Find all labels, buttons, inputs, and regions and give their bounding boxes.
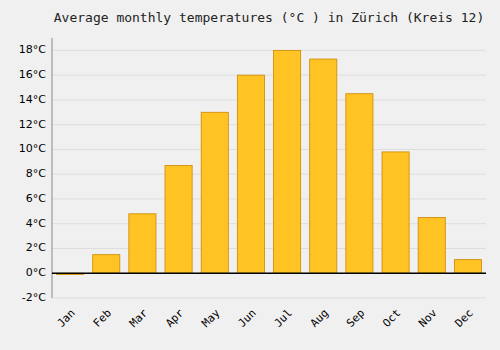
bar — [237, 75, 264, 273]
grid — [52, 50, 486, 298]
grid-line — [52, 298, 486, 299]
bars — [57, 50, 482, 274]
y-tick-label: 2°C — [26, 241, 46, 254]
bar — [129, 214, 156, 273]
x-tick-label: Jul — [272, 307, 295, 330]
y-tick-label: 12°C — [19, 118, 46, 131]
x-tick-label: Feb — [91, 307, 114, 330]
x-tick-label: May — [199, 306, 223, 330]
chart-container: Average monthly temperatures (°C ) in Zü… — [0, 0, 500, 350]
y-tick-label: 6°C — [26, 192, 46, 205]
y-tick-label: 0°C — [26, 266, 46, 279]
grid-line — [52, 50, 486, 51]
grid-line — [52, 124, 486, 125]
zero-line — [52, 272, 486, 274]
y-tick-label: 18°C — [19, 43, 46, 56]
x-axis: Jan Feb Mar Apr May Jun Jul Aug Sep Oct Nov Dec — [55, 306, 476, 330]
x-tick-label: Dec — [452, 307, 475, 330]
bar — [201, 112, 228, 273]
bar — [310, 59, 337, 273]
x-tick-label: Jun — [235, 307, 258, 330]
y-axis: -2°C 0°C 2°C 4°C 6°C 8°C 10°C 12°C 14°C 16°C 18°C — [19, 38, 52, 304]
grid-line — [52, 75, 486, 76]
title: Average monthly temperatures (°C ) in Zü… — [54, 10, 484, 25]
bar — [382, 152, 409, 273]
x-tick-label: Oct — [380, 307, 403, 330]
grid-line — [52, 198, 486, 199]
bar — [93, 255, 120, 274]
x-tick-label: Nov — [416, 306, 440, 330]
bar — [274, 50, 301, 273]
chart: Average monthly temperatures (°C ) in Zü… — [0, 0, 500, 350]
bar — [454, 260, 481, 274]
x-tick-label: Sep — [344, 307, 367, 330]
grid-line — [52, 273, 486, 274]
y-tick-label: 14°C — [19, 93, 46, 106]
y-tick-label: -2°C — [22, 291, 46, 304]
bar — [418, 218, 445, 274]
y-tick-label: 4°C — [26, 217, 46, 230]
x-tick-label: Jan — [55, 307, 78, 330]
y-tick-label: 8°C — [26, 167, 46, 180]
y-tick-label: 16°C — [19, 68, 46, 81]
grid-line — [52, 149, 486, 150]
x-tick-label: Apr — [163, 306, 187, 330]
y-tick-label: 10°C — [19, 142, 46, 155]
grid-line — [52, 99, 486, 100]
x-tick-label: Mar — [127, 306, 151, 330]
bar — [346, 94, 373, 274]
y-axis-line — [52, 38, 53, 298]
bar — [165, 166, 192, 274]
x-tick-label: Aug — [308, 307, 331, 330]
grid-line — [52, 174, 486, 175]
